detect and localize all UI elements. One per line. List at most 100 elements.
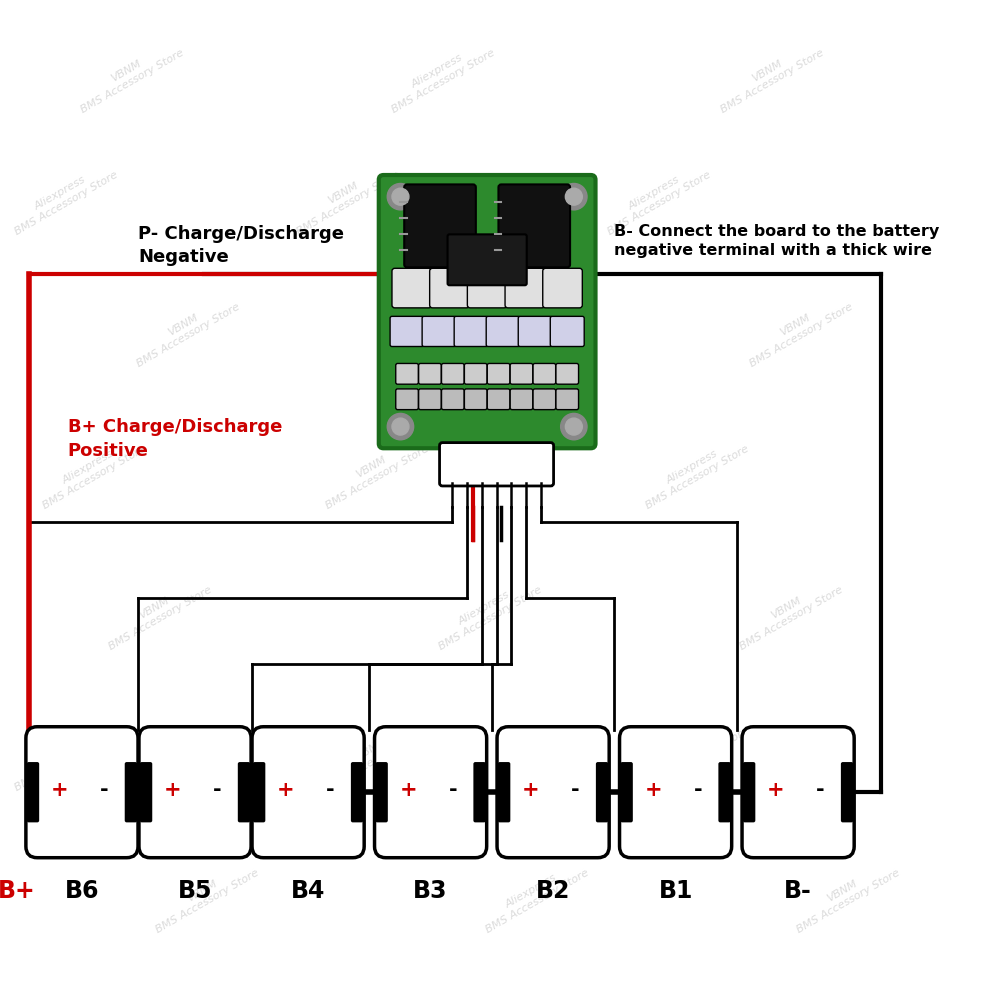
Text: -: - (816, 780, 825, 800)
FancyBboxPatch shape (454, 316, 488, 347)
Text: VBNM
BMS Accessory Store: VBNM BMS Accessory Store (318, 716, 430, 793)
FancyBboxPatch shape (510, 389, 533, 410)
Text: +: + (277, 780, 295, 800)
FancyBboxPatch shape (252, 727, 364, 858)
Text: -: - (213, 780, 222, 800)
FancyBboxPatch shape (467, 268, 507, 308)
FancyBboxPatch shape (352, 763, 362, 821)
FancyBboxPatch shape (376, 763, 387, 821)
FancyBboxPatch shape (390, 316, 424, 347)
FancyBboxPatch shape (141, 763, 151, 821)
FancyBboxPatch shape (620, 727, 732, 858)
Text: Aliexpress
BMS Accessory Store: Aliexpress BMS Accessory Store (478, 857, 590, 935)
Text: Aliexpress
BMS Accessory Store: Aliexpress BMS Accessory Store (7, 716, 119, 793)
Text: -: - (326, 780, 335, 800)
Text: B5: B5 (178, 879, 212, 903)
Text: Aliexpress
BMS Accessory Store: Aliexpress BMS Accessory Store (638, 433, 751, 511)
FancyBboxPatch shape (375, 727, 487, 858)
FancyBboxPatch shape (396, 363, 418, 384)
FancyBboxPatch shape (556, 389, 579, 410)
Text: -: - (449, 780, 457, 800)
FancyBboxPatch shape (487, 363, 510, 384)
FancyBboxPatch shape (510, 363, 533, 384)
FancyBboxPatch shape (422, 316, 456, 347)
Circle shape (561, 413, 587, 440)
FancyBboxPatch shape (419, 389, 441, 410)
FancyBboxPatch shape (442, 389, 464, 410)
Text: P- Charge/Discharge
Negative: P- Charge/Discharge Negative (138, 225, 344, 266)
FancyBboxPatch shape (497, 727, 609, 858)
FancyBboxPatch shape (533, 389, 556, 410)
FancyBboxPatch shape (126, 763, 136, 821)
FancyBboxPatch shape (550, 316, 584, 347)
FancyBboxPatch shape (448, 234, 527, 285)
Text: +: + (767, 780, 785, 800)
FancyBboxPatch shape (621, 763, 632, 821)
Text: Aliexpress
BMS Accessory Store: Aliexpress BMS Accessory Store (450, 292, 562, 369)
FancyBboxPatch shape (719, 763, 730, 821)
Text: +: + (51, 780, 68, 800)
Text: B-: B- (784, 879, 812, 903)
Circle shape (565, 188, 582, 205)
Text: VBNM
BMS Accessory Store: VBNM BMS Accessory Store (742, 292, 854, 369)
Circle shape (565, 418, 582, 435)
Text: B- Connect the board to the battery
negative terminal with a thick wire: B- Connect the board to the battery nega… (614, 224, 940, 258)
Text: -: - (571, 780, 580, 800)
Text: VBNM
BMS Accessory Store: VBNM BMS Accessory Store (101, 574, 214, 652)
Text: B6: B6 (65, 879, 99, 903)
FancyBboxPatch shape (499, 763, 509, 821)
FancyBboxPatch shape (396, 389, 418, 410)
FancyBboxPatch shape (543, 268, 582, 308)
FancyBboxPatch shape (486, 316, 520, 347)
FancyBboxPatch shape (430, 268, 469, 308)
FancyBboxPatch shape (440, 443, 554, 486)
Text: VBNM
BMS Accessory Store: VBNM BMS Accessory Store (732, 574, 845, 652)
FancyBboxPatch shape (744, 763, 754, 821)
Text: VBNM
BMS Accessory Store: VBNM BMS Accessory Store (290, 160, 402, 237)
FancyBboxPatch shape (26, 727, 138, 858)
Text: Aliexpress
BMS Accessory Store: Aliexpress BMS Accessory Store (35, 433, 148, 511)
FancyBboxPatch shape (487, 389, 510, 410)
Text: Aliexpress
BMS Accessory Store: Aliexpress BMS Accessory Store (431, 574, 543, 652)
Text: -: - (100, 780, 109, 800)
FancyBboxPatch shape (442, 363, 464, 384)
FancyBboxPatch shape (254, 763, 264, 821)
FancyBboxPatch shape (464, 389, 487, 410)
Circle shape (561, 183, 587, 210)
Text: B3: B3 (413, 879, 448, 903)
Text: Aliexpress
BMS Accessory Store: Aliexpress BMS Accessory Store (384, 37, 496, 115)
Text: B+ Charge/Discharge
Positive: B+ Charge/Discharge Positive (68, 418, 282, 460)
FancyBboxPatch shape (842, 763, 852, 821)
Text: +: + (644, 780, 662, 800)
Text: VBNM
BMS Accessory Store: VBNM BMS Accessory Store (73, 37, 185, 115)
FancyBboxPatch shape (139, 727, 251, 858)
Text: Aliexpress
BMS Accessory Store: Aliexpress BMS Accessory Store (638, 716, 751, 793)
Text: Aliexpress
BMS Accessory Store: Aliexpress BMS Accessory Store (7, 160, 119, 237)
FancyBboxPatch shape (597, 763, 607, 821)
Text: VBNM
BMS Accessory Store: VBNM BMS Accessory Store (318, 433, 430, 511)
FancyBboxPatch shape (742, 727, 854, 858)
FancyBboxPatch shape (28, 763, 38, 821)
Circle shape (387, 413, 414, 440)
FancyBboxPatch shape (404, 184, 476, 267)
Text: VBNM
BMS Accessory Store: VBNM BMS Accessory Store (789, 857, 901, 935)
Text: VBNM
BMS Accessory Store: VBNM BMS Accessory Store (129, 292, 242, 369)
FancyBboxPatch shape (518, 316, 552, 347)
Circle shape (387, 183, 414, 210)
FancyBboxPatch shape (239, 763, 249, 821)
Text: Aliexpress
BMS Accessory Store: Aliexpress BMS Accessory Store (601, 160, 713, 237)
FancyBboxPatch shape (533, 363, 556, 384)
Text: B4: B4 (291, 879, 325, 903)
Circle shape (392, 188, 409, 205)
FancyBboxPatch shape (392, 268, 432, 308)
FancyBboxPatch shape (556, 363, 579, 384)
Text: -: - (694, 780, 702, 800)
FancyBboxPatch shape (474, 763, 485, 821)
FancyBboxPatch shape (419, 363, 441, 384)
Text: +: + (399, 780, 417, 800)
Text: B1: B1 (658, 879, 693, 903)
FancyBboxPatch shape (379, 175, 596, 448)
FancyBboxPatch shape (498, 184, 570, 267)
Text: B2: B2 (536, 879, 570, 903)
Text: B+: B+ (0, 879, 35, 903)
